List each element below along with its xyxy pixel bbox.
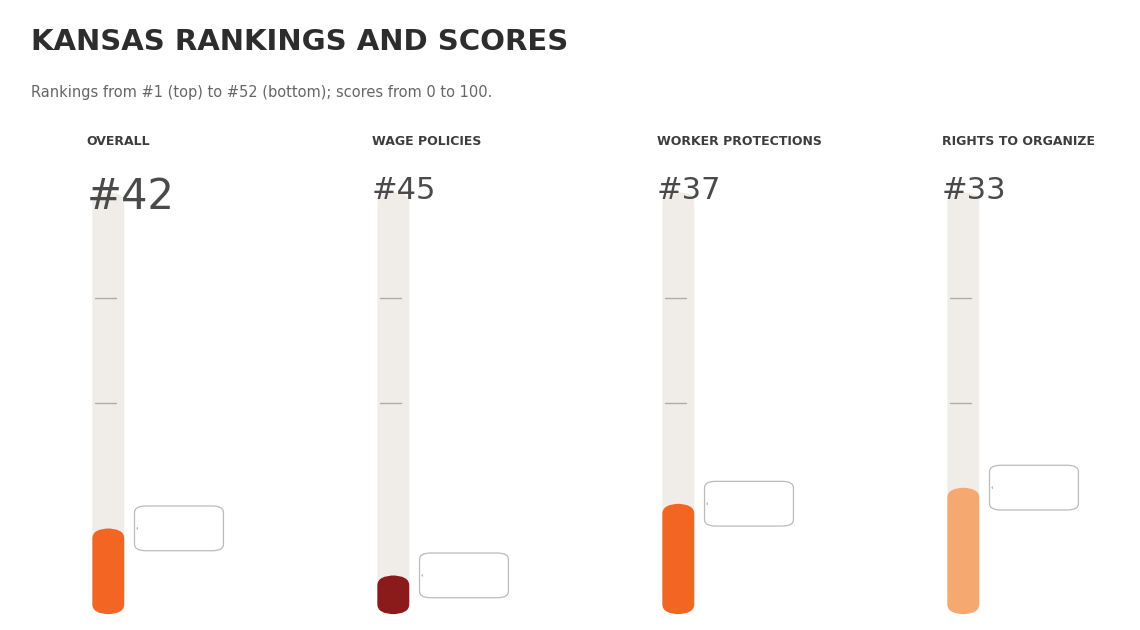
Polygon shape [137,515,156,542]
Polygon shape [992,474,1011,501]
Text: #37: #37 [657,176,722,205]
FancyBboxPatch shape [377,192,409,614]
FancyBboxPatch shape [662,192,694,614]
Text: WAGE POLICIES: WAGE POLICIES [372,135,481,149]
FancyBboxPatch shape [92,529,124,614]
FancyBboxPatch shape [708,484,788,523]
FancyBboxPatch shape [138,509,218,547]
Text: #45: #45 [372,176,435,205]
FancyBboxPatch shape [423,556,503,595]
FancyBboxPatch shape [420,553,508,598]
FancyBboxPatch shape [92,192,124,614]
FancyBboxPatch shape [135,506,223,551]
FancyBboxPatch shape [947,488,979,614]
FancyBboxPatch shape [377,575,409,614]
Text: 9.21: 9.21 [453,568,484,583]
FancyBboxPatch shape [662,504,694,614]
Polygon shape [707,490,726,518]
FancyBboxPatch shape [990,465,1078,510]
FancyBboxPatch shape [947,192,979,614]
Text: WORKER PROTECTIONS: WORKER PROTECTIONS [657,135,822,149]
FancyBboxPatch shape [705,481,793,526]
Text: 26.19: 26.19 [733,496,774,511]
Text: Rankings from #1 (top) to #52 (bottom); scores from 0 to 100.: Rankings from #1 (top) to #52 (bottom); … [31,85,492,100]
Text: #42: #42 [87,176,174,219]
Text: 20.35: 20.35 [163,521,204,536]
Polygon shape [422,561,441,589]
FancyBboxPatch shape [993,469,1073,507]
Text: KANSAS RANKINGS AND SCORES: KANSAS RANKINGS AND SCORES [31,28,568,56]
Text: #33: #33 [942,176,1007,205]
Text: RIGHTS TO ORGANIZE: RIGHTS TO ORGANIZE [942,135,1094,149]
Text: 30: 30 [1029,480,1048,495]
Text: OVERALL: OVERALL [87,135,150,149]
